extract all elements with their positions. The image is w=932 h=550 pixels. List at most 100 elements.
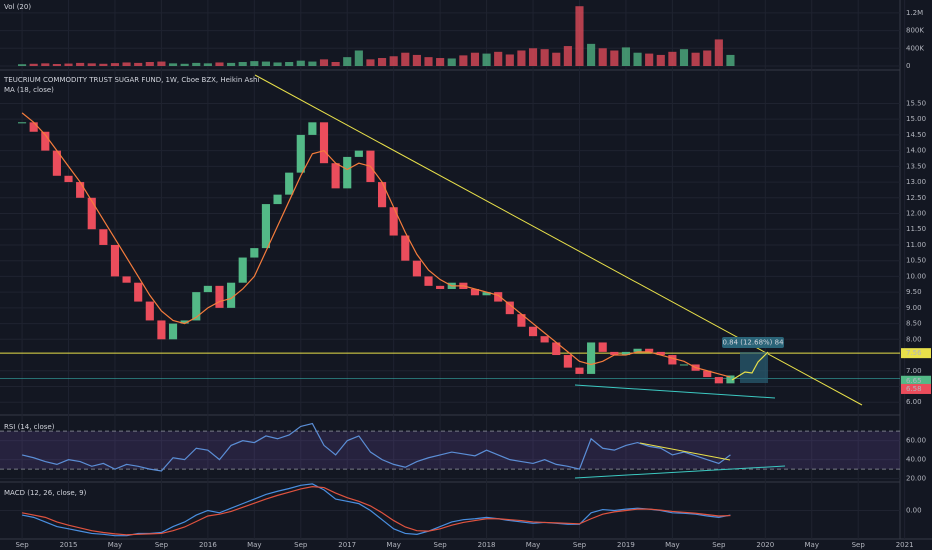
volume-bar xyxy=(319,59,329,66)
candle xyxy=(215,285,224,308)
price-tag-label: 6.58 xyxy=(906,385,922,393)
volume-bar xyxy=(517,50,526,66)
volume-label: Vol (20) xyxy=(4,3,31,11)
x-tick-label: May xyxy=(108,541,122,549)
volume-bar xyxy=(331,62,340,66)
candle xyxy=(598,342,607,352)
volume-bar xyxy=(389,56,398,66)
candle xyxy=(563,355,572,368)
volume-bar xyxy=(494,51,503,66)
y-tick-label: 6.00 xyxy=(906,398,922,406)
y-tick-label: 400K xyxy=(906,44,924,52)
y-tick-label: 15.00 xyxy=(906,115,926,123)
volume-bar xyxy=(366,59,375,66)
candle xyxy=(308,122,317,135)
volume-bar xyxy=(180,63,189,66)
volume-bar xyxy=(668,51,677,66)
price-tag xyxy=(901,375,931,386)
candle xyxy=(575,367,584,374)
x-tick-label: Sep xyxy=(712,541,726,549)
x-tick-label: Sep xyxy=(294,541,308,549)
candle xyxy=(528,326,538,337)
candle xyxy=(621,351,630,356)
y-tick-label: 13.00 xyxy=(906,178,926,186)
volume-bar xyxy=(656,54,665,66)
volume-bar xyxy=(703,50,712,66)
volume-bar xyxy=(238,62,247,66)
y-tick-label: 60.00 xyxy=(906,437,926,445)
volume-bar xyxy=(157,61,166,66)
volume-bar xyxy=(598,48,607,66)
macd-line xyxy=(21,483,731,537)
candle xyxy=(261,204,270,249)
measure-label: 0.84 (12.68%) 84 xyxy=(722,339,784,347)
price-tag xyxy=(901,383,931,394)
y-tick-label: 8.50 xyxy=(906,320,922,328)
x-tick-label: May xyxy=(526,541,540,549)
candle xyxy=(52,150,61,176)
y-tick-label: 14.00 xyxy=(906,147,926,155)
volume-bar xyxy=(621,47,630,66)
candle xyxy=(238,257,247,283)
rsi-trend-line xyxy=(639,442,731,461)
candle xyxy=(517,314,526,327)
x-tick-label: 2019 xyxy=(617,541,635,549)
candle xyxy=(401,235,410,261)
volume-bar xyxy=(192,62,201,66)
volume-bar xyxy=(378,58,387,66)
trend-line xyxy=(254,74,863,406)
candle xyxy=(354,150,363,157)
volume-bar xyxy=(227,62,236,66)
candle xyxy=(424,276,433,286)
volume-bar xyxy=(575,6,584,66)
volume-bar xyxy=(110,63,120,66)
candle xyxy=(436,285,445,289)
volume-bar xyxy=(528,48,538,66)
rsi-band xyxy=(0,431,900,470)
candle xyxy=(87,197,96,230)
candle xyxy=(412,260,421,277)
y-tick-label: 0 xyxy=(906,62,910,70)
x-tick-label: May xyxy=(665,541,679,549)
volume-bar xyxy=(401,52,410,66)
volume-bar xyxy=(645,53,654,66)
y-tick-label: 12.00 xyxy=(906,210,926,218)
candle xyxy=(18,122,27,124)
volume-bar xyxy=(64,63,73,66)
y-tick-label: 9.50 xyxy=(906,288,922,296)
volume-bar xyxy=(691,52,700,66)
volume-bar xyxy=(505,54,514,66)
volume-bar xyxy=(679,49,689,66)
volume-bar xyxy=(633,52,642,66)
volume-bar xyxy=(250,61,259,66)
candle xyxy=(157,320,166,340)
volume-bar xyxy=(610,50,619,66)
y-tick-label: 14.50 xyxy=(906,131,926,139)
candle xyxy=(343,156,352,189)
volume-bar xyxy=(52,64,61,66)
volume-bar xyxy=(482,53,491,66)
rsi-pane xyxy=(0,416,900,482)
y-tick-label: 1.2M xyxy=(906,9,923,17)
candle xyxy=(656,351,665,356)
volume-bar xyxy=(296,60,305,66)
x-tick-label: Sep xyxy=(434,541,448,549)
macd-label: MACD (12, 26, close, 9) xyxy=(4,489,87,497)
candle xyxy=(494,292,503,302)
volume-bar xyxy=(308,61,317,66)
level-label: 7.56 xyxy=(906,349,922,357)
candle xyxy=(29,122,38,132)
price-tag-label: 6.65 xyxy=(906,377,922,385)
projection xyxy=(731,351,769,381)
candle xyxy=(41,131,50,151)
candle xyxy=(145,301,154,321)
volume-bar xyxy=(215,62,224,66)
candle xyxy=(76,182,85,198)
candle xyxy=(227,282,236,308)
x-tick-label: 2017 xyxy=(338,541,356,549)
chart-title: TEUCRIUM COMMODITY TRUST SUGAR FUND, 1W,… xyxy=(3,76,259,84)
candle xyxy=(482,292,491,296)
x-tick-label: 2021 xyxy=(896,541,914,549)
y-tick-label: 0.00 xyxy=(906,507,922,515)
volume-bar xyxy=(76,62,85,66)
